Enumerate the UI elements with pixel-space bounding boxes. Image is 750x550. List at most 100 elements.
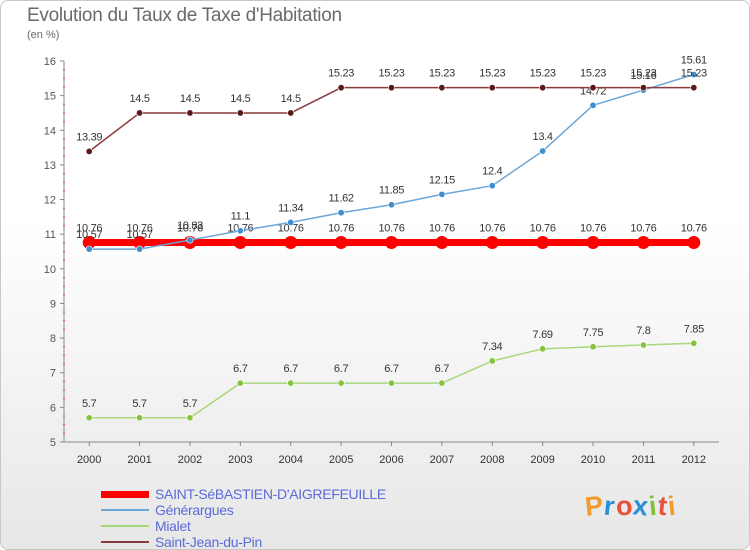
- data-point: [387, 201, 395, 209]
- data-point: [136, 414, 144, 422]
- chart-subtitle: (en %): [27, 29, 60, 41]
- data-label: 6.7: [334, 363, 349, 375]
- data-label: 10.76: [479, 222, 505, 234]
- data-point: [337, 379, 345, 387]
- data-point: [236, 109, 244, 117]
- data-point: [337, 84, 345, 92]
- legend-item: SAINT-SéBASTIEN-D'AIGREFEUILLE: [101, 486, 386, 502]
- data-point: [435, 235, 449, 249]
- data-point: [136, 245, 144, 253]
- legend-swatch: [101, 509, 149, 511]
- x-tick-label: 2000: [77, 454, 101, 466]
- data-label: 12.4: [482, 166, 502, 178]
- y-tick-label: 7: [50, 368, 56, 380]
- data-point: [589, 84, 597, 92]
- data-point: [85, 147, 93, 155]
- data-point: [284, 235, 298, 249]
- data-label: 15.23: [378, 68, 404, 80]
- data-point: [589, 101, 597, 109]
- legend-swatch: [101, 541, 149, 543]
- series-0: 10.76 10.76 10.76 10.76 10.76 10.76 10.76 10.76…: [76, 222, 707, 249]
- x-tick-label: 2006: [379, 454, 403, 466]
- data-point: [186, 414, 194, 422]
- data-label: 5.7: [82, 398, 97, 410]
- data-point: [488, 182, 496, 190]
- data-point: [536, 235, 550, 249]
- data-label: 6.7: [284, 363, 299, 375]
- data-label: 15.23: [479, 68, 505, 80]
- data-label: 10.76: [429, 222, 455, 234]
- data-label: 15.23: [328, 68, 354, 80]
- y-tick-label: 10: [44, 264, 56, 276]
- x-tick-label: 2008: [480, 454, 504, 466]
- data-label: 14.5: [180, 93, 200, 105]
- data-point: [186, 236, 194, 244]
- x-tick-label: 2003: [228, 454, 252, 466]
- data-point: [539, 345, 547, 353]
- logo-letter: i: [665, 490, 678, 522]
- data-point: [337, 209, 345, 217]
- data-label: 10.57: [127, 229, 153, 241]
- data-label: 15.16: [630, 70, 656, 82]
- data-label: 7.69: [533, 329, 553, 341]
- y-tick-label: 9: [50, 298, 56, 310]
- data-label: 10.83: [177, 220, 203, 232]
- y-tick-label: 12: [44, 195, 56, 207]
- data-label: 14.5: [281, 93, 301, 105]
- data-point: [636, 235, 650, 249]
- data-point: [334, 235, 348, 249]
- y-tick-label: 6: [50, 402, 56, 414]
- legend-item: Générargues: [101, 502, 386, 518]
- x-tick-label: 2002: [178, 454, 202, 466]
- data-point: [387, 84, 395, 92]
- data-point: [85, 245, 93, 253]
- legend-swatch: [101, 490, 149, 498]
- data-label: 10.76: [278, 222, 304, 234]
- data-label: 11.34: [278, 202, 303, 214]
- data-point: [539, 84, 547, 92]
- data-point: [488, 357, 496, 365]
- data-label: 14.5: [129, 93, 149, 105]
- x-tick-label: 2004: [278, 454, 302, 466]
- data-label: 15.23: [630, 68, 656, 80]
- y-tick-label: 11: [45, 229, 56, 241]
- data-label: 7.8: [636, 325, 651, 337]
- data-point: [687, 235, 701, 249]
- legend-item: Saint-Jean-du-Pin: [101, 534, 386, 549]
- data-label: 6.7: [384, 363, 399, 375]
- data-label: 6.7: [233, 363, 248, 375]
- data-label: 11.62: [329, 193, 354, 205]
- x-tick-label: 2009: [530, 454, 554, 466]
- data-point: [385, 235, 398, 249]
- data-point: [589, 343, 597, 351]
- data-point: [690, 71, 698, 79]
- legend-swatch: [101, 525, 149, 527]
- data-point: [639, 84, 647, 92]
- data-point: [488, 84, 496, 92]
- data-label: 7.75: [583, 327, 603, 339]
- data-point: [136, 109, 144, 117]
- data-label: 6.7: [435, 363, 450, 375]
- data-label: 10.76: [127, 222, 153, 234]
- data-label: 15.61: [681, 55, 707, 67]
- proxiti-logo: Proxiti: [583, 490, 678, 522]
- data-point: [438, 84, 446, 92]
- y-tick-label: 13: [44, 160, 56, 172]
- data-label: 10.76: [328, 222, 354, 234]
- data-point: [438, 190, 446, 198]
- data-label: 15.23: [429, 68, 455, 80]
- data-point: [387, 379, 395, 387]
- y-tick-label: 16: [44, 56, 56, 68]
- data-label: 10.76: [681, 222, 707, 234]
- y-tick-label: 5: [50, 437, 56, 449]
- x-tick-label: 2007: [430, 454, 454, 466]
- legend-label: SAINT-SéBASTIEN-D'AIGREFEUILLE: [155, 486, 386, 502]
- x-tick-label: 2005: [329, 454, 353, 466]
- y-tick-label: 8: [50, 333, 56, 345]
- data-label: 13.4: [533, 131, 553, 143]
- data-label: 10.57: [76, 229, 102, 241]
- data-point: [82, 235, 96, 249]
- data-label: 10.76: [530, 222, 556, 234]
